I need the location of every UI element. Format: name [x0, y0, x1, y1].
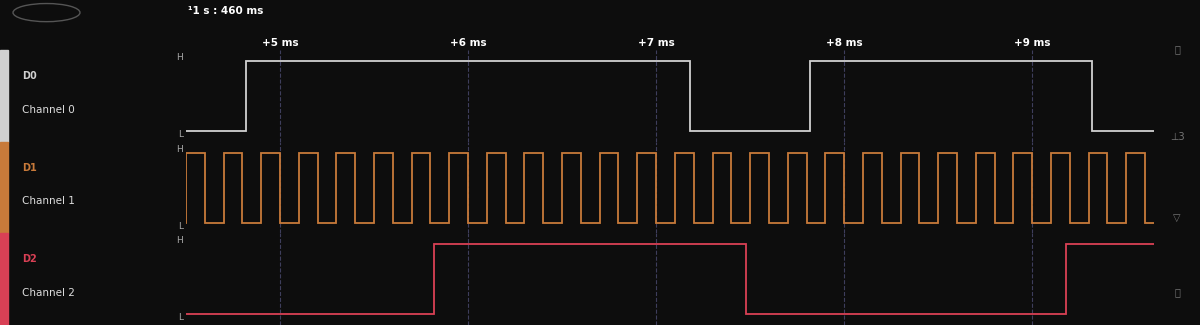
Text: L: L — [178, 313, 184, 322]
Text: H: H — [176, 145, 184, 154]
Text: +6 ms: +6 ms — [450, 38, 486, 48]
Text: Ⓕ: Ⓕ — [1175, 44, 1180, 54]
Text: L: L — [178, 130, 184, 139]
Text: Channel 0: Channel 0 — [23, 105, 76, 115]
Text: +7 ms: +7 ms — [637, 38, 674, 48]
Text: ⊥3: ⊥3 — [1170, 132, 1184, 141]
Bar — [0, 142, 8, 233]
Text: Channel 1: Channel 1 — [23, 196, 76, 206]
Text: H: H — [176, 236, 184, 245]
Text: +9 ms: +9 ms — [1014, 38, 1050, 48]
Bar — [0, 50, 8, 142]
Text: D0: D0 — [23, 71, 37, 81]
Text: ¹1 s : 460 ms: ¹1 s : 460 ms — [188, 6, 263, 16]
Text: D2: D2 — [23, 254, 37, 264]
Bar — [0, 233, 8, 325]
Text: ▽: ▽ — [1174, 213, 1181, 223]
Text: +5 ms: +5 ms — [262, 38, 299, 48]
Text: L: L — [178, 222, 184, 231]
Text: H: H — [176, 53, 184, 62]
Text: D1: D1 — [23, 162, 37, 173]
Text: +8 ms: +8 ms — [826, 38, 863, 48]
Text: ⧉: ⧉ — [1175, 288, 1180, 297]
Text: Channel 2: Channel 2 — [23, 288, 76, 298]
